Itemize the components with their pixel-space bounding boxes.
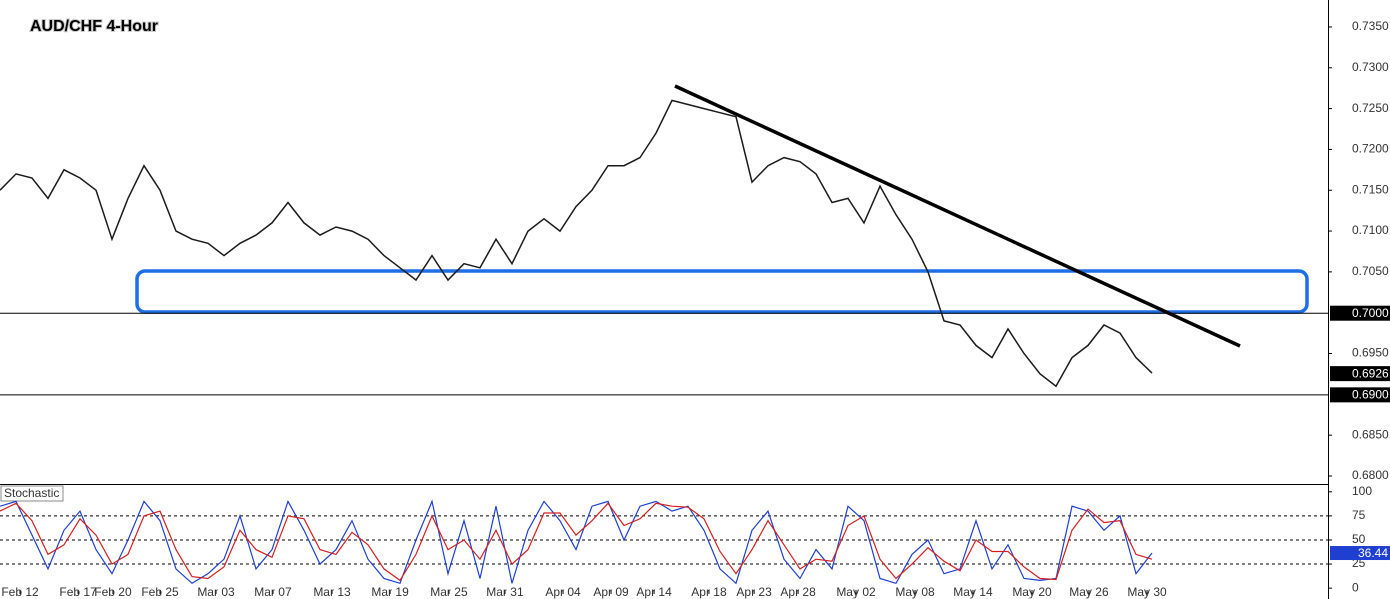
- x-tick-label: May 30: [1127, 585, 1167, 599]
- chart-title: AUD/CHF 4-Hour: [30, 18, 158, 35]
- indicator-label-box: [0, 485, 64, 502]
- last-value-label: 36.44: [1358, 546, 1388, 560]
- x-tick-label: Mar 13: [313, 585, 351, 599]
- last-price-box: [1330, 366, 1390, 382]
- x-tick-label: Apr 18: [691, 585, 727, 599]
- x-tick-label: Feb 12: [1, 585, 39, 599]
- x-tick-label: May 26: [1069, 585, 1109, 599]
- trend-line: [674, 84, 1241, 348]
- y-tick-label: 100: [1352, 484, 1372, 498]
- y-tick-label: 0.7200: [1352, 142, 1389, 156]
- x-tick-label: Apr 09: [593, 585, 629, 599]
- y-tick-label: 0.7350: [1352, 19, 1389, 33]
- indicator-label: Stochastic: [4, 486, 59, 500]
- y-tick-label: 0.6850: [1352, 427, 1389, 441]
- price-line: [0, 99, 1153, 388]
- y-tick-label: 0.6800: [1352, 468, 1389, 482]
- y-tick-label: 50: [1352, 532, 1366, 546]
- x-tick-label: Apr 04: [545, 585, 581, 599]
- x-tick-label: Mar 19: [371, 585, 409, 599]
- x-tick-label: May 08: [895, 585, 935, 599]
- level-label-box: [1330, 387, 1390, 403]
- x-tick-label: May 20: [1012, 585, 1052, 599]
- y-tick-label: 0.6950: [1352, 346, 1389, 360]
- y-tick-label: 0: [1352, 580, 1359, 594]
- y-tick-label: 0.7100: [1352, 223, 1389, 237]
- x-tick-label: Mar 31: [486, 585, 524, 599]
- x-tick-label: May 02: [836, 585, 876, 599]
- x-tick-label: Mar 07: [254, 585, 292, 599]
- stochastic-line: [0, 502, 1153, 582]
- level-label: 0.7000: [1352, 306, 1389, 320]
- x-tick-label: Apr 14: [636, 585, 672, 599]
- x-tick-label: Apr 28: [780, 585, 816, 599]
- x-tick-label: Feb 17: [59, 585, 97, 599]
- x-tick-label: May 14: [953, 585, 993, 599]
- support-zone: [135, 269, 1309, 314]
- level-label: 0.6900: [1352, 388, 1389, 402]
- y-tick-label: 0.7150: [1352, 182, 1389, 196]
- x-tick-label: Feb 25: [141, 585, 179, 599]
- x-tick-label: Mar 25: [430, 585, 468, 599]
- last-value-box: [1330, 546, 1390, 561]
- stochastic-line: [0, 499, 1153, 585]
- level-label-box: [1330, 305, 1390, 321]
- y-tick-label: 0.7050: [1352, 264, 1389, 278]
- x-tick-label: Apr 23: [736, 585, 772, 599]
- x-tick-label: Mar 03: [197, 585, 235, 599]
- y-tick-label: 0.7250: [1352, 101, 1389, 115]
- x-tick-label: Feb 20: [94, 585, 132, 599]
- y-tick-label: 0.7300: [1352, 60, 1389, 74]
- y-tick-label: 75: [1352, 508, 1366, 522]
- last-price-label: 0.6926: [1352, 366, 1389, 380]
